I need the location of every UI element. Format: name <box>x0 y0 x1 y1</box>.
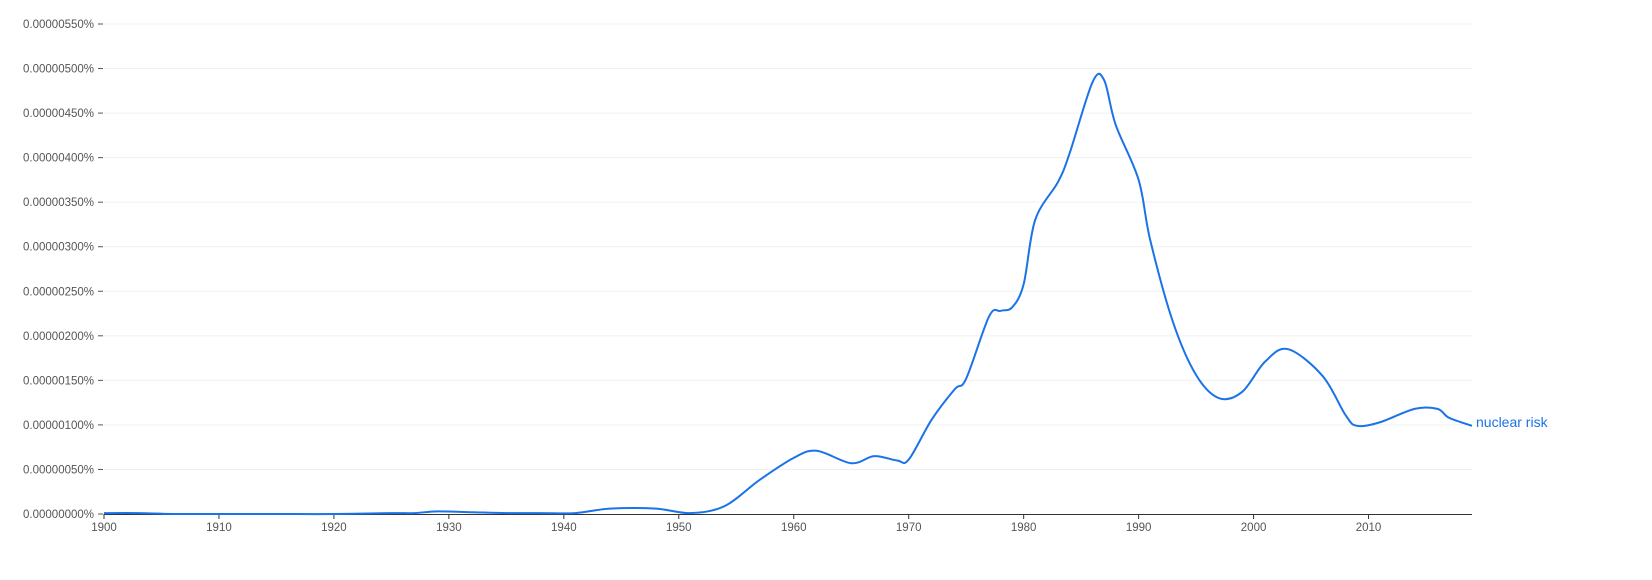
y-tick-label: 0.00000150% <box>23 375 94 387</box>
x-tick-label: 1910 <box>206 522 232 534</box>
x-tick-label: 1940 <box>551 522 577 534</box>
y-tick-label: 0.00000050% <box>23 464 94 476</box>
x-tick-label: 1920 <box>321 522 347 534</box>
x-tick-label: 2010 <box>1356 522 1382 534</box>
y-tick-label: 0.00000400% <box>23 153 94 165</box>
y-tick-label: 0.00000500% <box>23 64 94 76</box>
y-tick-label: 0.00000250% <box>23 286 94 298</box>
x-tick-label: 2000 <box>1241 522 1267 534</box>
x-tick-label: 1970 <box>896 522 922 534</box>
y-tick-label: 0.00000350% <box>23 197 94 209</box>
y-tick-label: 0.00000550% <box>23 19 94 31</box>
series-lines: nuclear risk <box>103 72 1549 516</box>
series-line <box>103 72 1473 516</box>
x-tick-label: 1980 <box>1011 522 1037 534</box>
y-tick-label: 0.00000450% <box>23 108 94 120</box>
x-tick-label: 1960 <box>781 522 807 534</box>
x-tick-label: 1950 <box>666 522 692 534</box>
y-tick-label: 0.00000100% <box>23 420 94 432</box>
y-tick-label: 0.00000200% <box>23 331 94 343</box>
x-tick-label: 1900 <box>91 522 117 534</box>
y-tick-label: 0.00000300% <box>23 242 94 254</box>
x-axis: 1900 1910 1920 1930 1940 1950 1960 1970 1980 1990… <box>91 514 1472 534</box>
y-tick-label: 0.00000000% <box>23 509 94 521</box>
series-label: nuclear risk <box>1476 414 1549 430</box>
x-tick-label: 1930 <box>436 522 462 534</box>
gridlines <box>104 23 1472 470</box>
x-tick-label: 1990 <box>1126 522 1152 534</box>
y-axis: 0.00000000% 0.00000050% 0.00000100% 0.00000… <box>23 19 103 521</box>
